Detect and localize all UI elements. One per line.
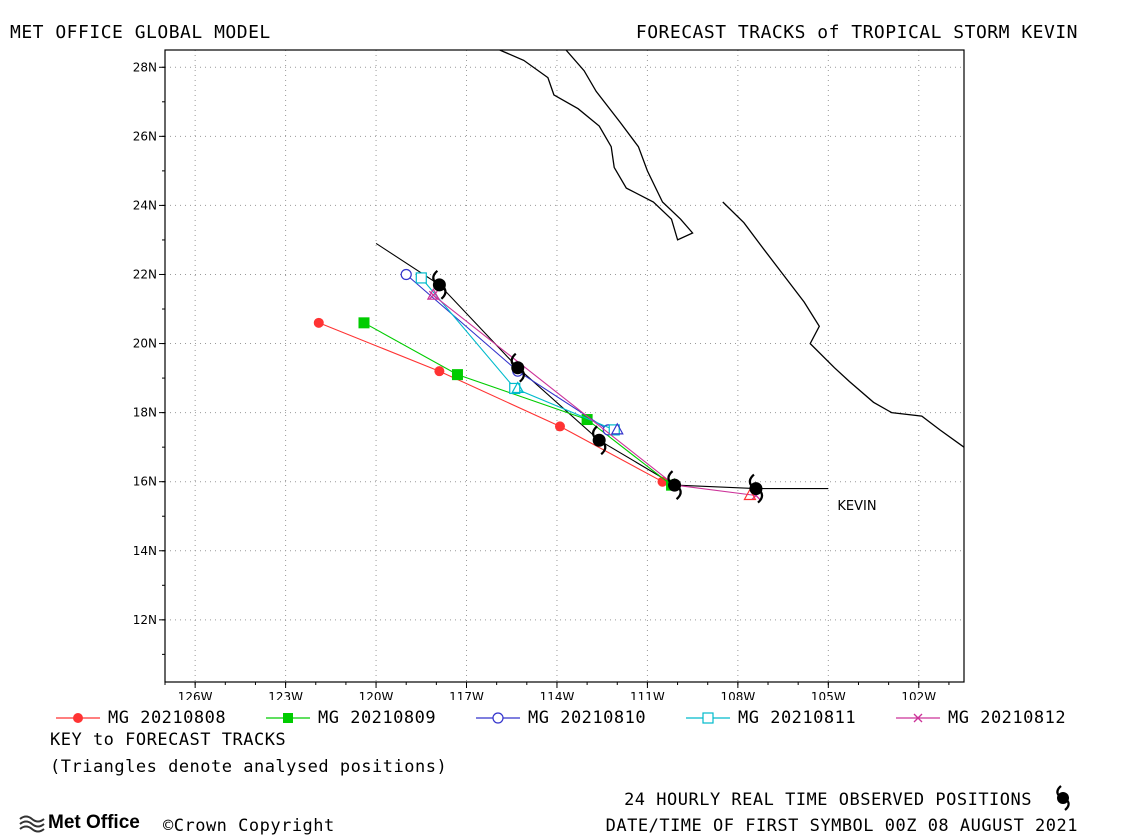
lon-tick-label: 105W — [811, 690, 846, 700]
track-point — [451, 369, 463, 381]
track-point — [400, 268, 412, 281]
hurricane-arm — [600, 441, 607, 456]
lat-tick-label: 26N — [133, 129, 157, 143]
hurricane-arm — [592, 425, 598, 439]
map-frame — [164, 49, 965, 683]
lon-tick-label: 123W — [268, 690, 303, 700]
red-circle-line-icon — [56, 713, 100, 723]
lon-tick-label: 102W — [901, 690, 936, 700]
legend-label: MG 20210812 — [948, 708, 1067, 728]
logo-text: Met Office — [48, 812, 140, 833]
header-chart-title: FORECAST TRACKS of TROPICAL STORM KEVIN — [635, 22, 1078, 43]
blue-open-circle-line-icon — [476, 712, 520, 724]
forecast-track-mg-20210808 — [318, 322, 663, 483]
hurricane-eye — [668, 478, 682, 492]
legend-item-20210811: MG 20210811 — [686, 708, 856, 728]
forecast-track-mg-20210809 — [363, 322, 672, 486]
track-point — [554, 421, 565, 432]
legend-item-20210808: MG 20210808 — [56, 708, 226, 728]
analysed-position-triangle — [426, 287, 440, 300]
legend-item-20210810: MG 20210810 — [476, 708, 646, 728]
track-point — [657, 476, 668, 487]
lon-tick-label: 120W — [359, 690, 394, 700]
hurricane-arm — [748, 473, 755, 488]
hurricane-symbol-icon — [667, 470, 682, 500]
legend-label: MG 20210811 — [738, 708, 857, 728]
legend-note: (Triangles denote analysed positions) — [50, 757, 448, 777]
track-point — [415, 272, 427, 284]
legend-label: MG 20210809 — [318, 708, 437, 728]
tracks — [313, 242, 829, 504]
lon-tick-label: 114W — [540, 690, 575, 700]
magenta-x-line-icon — [896, 713, 940, 723]
hurricane-symbol-icon — [510, 352, 525, 383]
met-office-waves-icon — [19, 815, 45, 833]
lon-tick-label: 117W — [449, 690, 484, 700]
lat-tick-label: 20N — [133, 337, 157, 351]
grid — [165, 50, 964, 682]
lat-tick-label: 16N — [133, 475, 157, 489]
track-point — [313, 317, 324, 328]
analysed-position-triangle — [511, 381, 525, 394]
coastline — [499, 50, 964, 448]
hurricane-eye — [592, 433, 606, 447]
axes: 126W 123W 120W 117W 114W 111W 108W 105W 102W 12N 1… — [133, 60, 950, 700]
hurricane-symbol-icon — [748, 473, 764, 504]
lat-tick-label: 12N — [133, 613, 157, 627]
legend-title: KEY to FORECAST TRACKS — [50, 730, 287, 750]
hurricane-arm — [432, 270, 439, 284]
track-point — [434, 366, 445, 377]
track-point — [358, 317, 370, 329]
storm-name-label: KEVIN — [837, 499, 876, 514]
green-square-line-icon — [266, 713, 310, 723]
hurricane-symbol-icon — [432, 270, 447, 300]
cyan-open-square-line-icon — [686, 712, 730, 724]
track-point — [581, 414, 593, 426]
legend-item-20210809: MG 20210809 — [266, 708, 436, 728]
hurricane-eye — [749, 482, 763, 496]
lat-tick-label: 24N — [133, 198, 157, 212]
analysed-position-triangle — [743, 488, 757, 501]
hurricane-symbol-icon — [592, 425, 607, 456]
first-symbol-datetime: DATE/TIME OF FIRST SYMBOL 00Z 08 AUGUST … — [605, 816, 1078, 836]
hurricane-arm — [510, 352, 517, 367]
lon-tick-label: 126W — [178, 690, 213, 700]
hurricane-arm — [519, 369, 525, 383]
header-model-title: MET OFFICE GLOBAL MODEL — [10, 22, 271, 43]
lon-tick-label: 111W — [630, 690, 665, 700]
legend-label: MG 20210808 — [108, 708, 227, 728]
analysed-position-triangle — [610, 422, 624, 435]
hurricane-arm — [667, 470, 674, 484]
lat-tick-label: 18N — [133, 406, 157, 420]
coastline-segment — [722, 201, 964, 448]
coastline-segment — [499, 50, 694, 241]
hurricane-arm — [675, 486, 682, 500]
hurricane-arm — [757, 489, 764, 504]
observed-positions-note: 24 HOURLY REAL TIME OBSERVED POSITIONS — [624, 790, 1032, 810]
lat-tick-label: 28N — [133, 60, 157, 74]
track-point — [428, 290, 438, 300]
met-office-logo: Met Office — [18, 812, 140, 834]
hurricane-arm — [440, 286, 447, 300]
lat-tick-label: 22N — [133, 267, 157, 281]
legend-item-20210812: MG 20210812 — [896, 708, 1066, 728]
hurricane-symbol-icon — [1056, 785, 1070, 811]
legend-label: MG 20210810 — [528, 708, 647, 728]
copyright-notice: ©Crown Copyright — [163, 816, 335, 836]
forecast-track-mg-20210812 — [432, 294, 757, 497]
hurricane-eye — [432, 278, 446, 292]
track-map: 126W 123W 120W 117W 114W 111W 108W 105W 102W 12N 1… — [133, 49, 965, 700]
lon-tick-label: 108W — [720, 690, 755, 700]
hurricane-eye — [511, 361, 525, 375]
lat-tick-label: 14N — [133, 544, 157, 558]
